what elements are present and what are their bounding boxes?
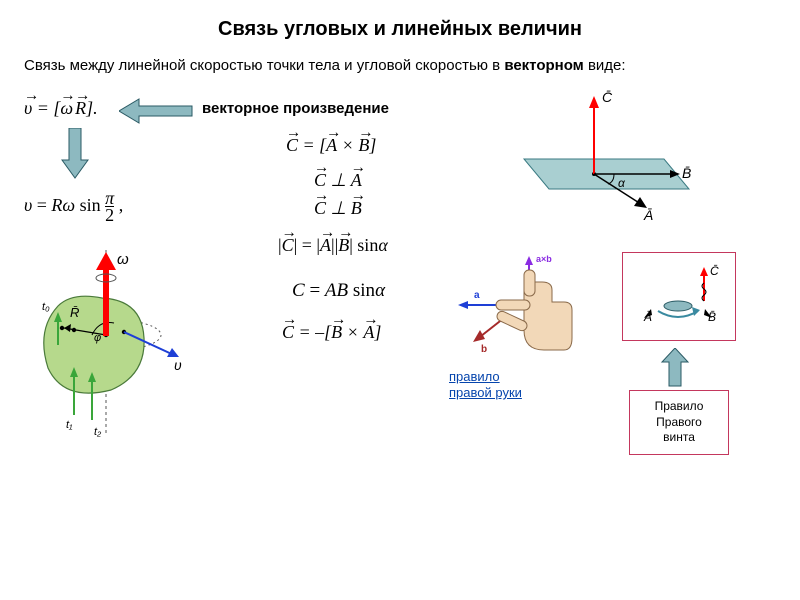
arrow-down-icon (60, 128, 90, 180)
svg-text:t₂: t₂ (94, 426, 102, 438)
svg-text:ω: ω (117, 251, 129, 268)
right-screw-diagram: C̄ Ā B̄ (634, 261, 724, 329)
right-hand-diagram: a×b a b (444, 250, 584, 370)
svg-text:R̄: R̄ (70, 305, 79, 320)
screw-line1: Правило (655, 399, 704, 413)
formula-scalar: C = AB sinα (292, 280, 385, 302)
formula-c-perp-b: C ⊥ B (314, 198, 362, 219)
link-line2[interactable]: правой руки (449, 385, 522, 400)
svg-text:Ā: Ā (643, 207, 653, 223)
svg-text:a: a (474, 290, 480, 301)
arrow-up-icon (660, 348, 690, 388)
formula-neg: C = –[B × A] (282, 322, 381, 343)
svg-text:B̄: B̄ (708, 310, 716, 324)
formula-mag-c: |C| = |A||B| sinα (278, 235, 388, 256)
vector-product-label: векторное произведение (202, 100, 389, 117)
right-hand-link[interactable]: правило правой руки (449, 368, 522, 400)
right-screw-box: C̄ Ā B̄ (622, 252, 736, 341)
right-screw-label-box: Правило Правого винта (629, 390, 729, 455)
page-title: Связь угловых и линейных величин (24, 18, 776, 41)
link-line1[interactable]: правило (449, 369, 500, 384)
svg-text:C̄: C̄ (602, 89, 613, 105)
intro-suffix: виде: (584, 57, 626, 74)
diagram-area: υ = [ωR]. векторное произведение υ = Rω … (24, 90, 776, 560)
svg-text:t₀: t₀ (42, 301, 50, 313)
formula-v-sin: υ = Rω sin π2 , (24, 190, 123, 223)
rotating-body-diagram: φ R̄ t₀ t₁ t₂ ω υ (14, 240, 194, 440)
svg-text:b: b (481, 344, 487, 355)
intro-bold: векторном (504, 57, 583, 74)
intro-prefix: Связь между линейной скоростью точки тел… (24, 57, 504, 74)
screw-line3: винта (663, 430, 695, 444)
svg-text:B̄: B̄ (682, 165, 691, 181)
svg-text:C̄: C̄ (710, 264, 719, 278)
screw-line2: Правого (656, 415, 702, 429)
intro-text: Связь между линейной скоростью точки тел… (24, 55, 776, 76)
svg-text:α: α (618, 176, 626, 190)
vectors-3d-diagram: C̄ B̄ Ā α (494, 84, 704, 224)
arrow-left-icon (119, 96, 194, 126)
formula-c-ab: C = [A × B] (286, 135, 376, 156)
svg-text:υ: υ (174, 357, 182, 373)
svg-text:t₁: t₁ (66, 419, 73, 431)
svg-text:a×b: a×b (536, 254, 552, 264)
formula-v-cross: υ = [ωR]. (24, 98, 98, 119)
